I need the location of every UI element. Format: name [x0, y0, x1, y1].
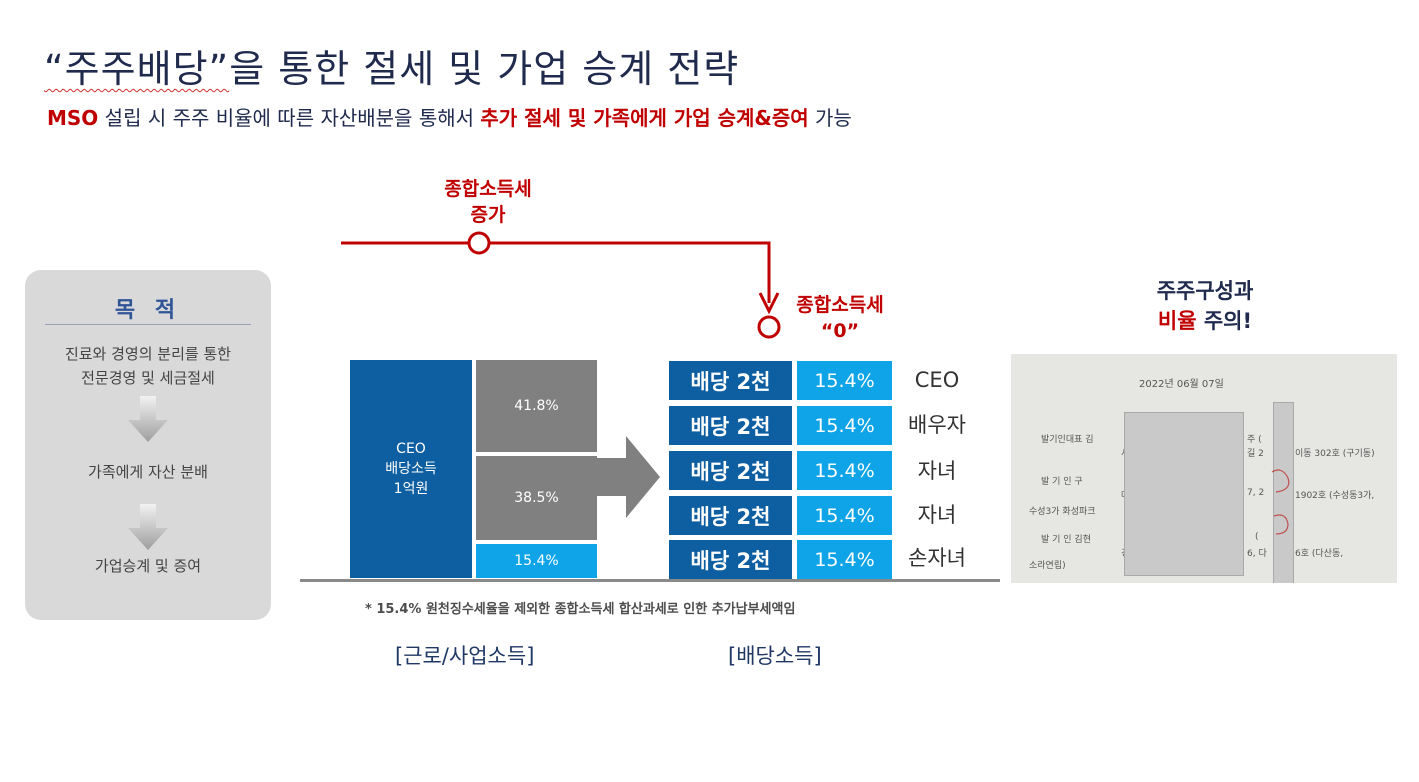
tax-flow-line — [341, 231, 781, 339]
doc-text: 이동 302호 (구기동) — [1295, 449, 1375, 459]
ceo-bar-line1: CEO — [396, 441, 426, 457]
doc-text: 발기인대표 김 — [1041, 435, 1094, 445]
tax-increase-line2: 증가 — [470, 204, 506, 226]
doc-text: 6, 다 — [1247, 549, 1267, 559]
purpose-panel: 목 적 진료와 경영의 분리를 통한 전문경영 및 세금절세 가족에게 자산 분… — [25, 270, 271, 620]
baseline-divider — [300, 579, 1000, 582]
tax-segment: 15.4% — [476, 544, 597, 578]
note-line1: 주주구성과 — [1156, 279, 1254, 303]
doc-text: 1902호 (수성동3가, — [1295, 491, 1375, 501]
seal-mark-icon — [1271, 469, 1290, 535]
redaction-block — [1124, 412, 1244, 576]
page-title: “주주배당”을 통한 절세 및 가업 승계 전략 — [44, 38, 739, 93]
dividend-amount: 배당 2천 — [669, 540, 792, 579]
subtitle-middle: 설립 시 주주 비율에 따른 자산배분을 통해서 — [98, 106, 481, 130]
ceo-bar-line2: 배당소득 — [385, 461, 437, 477]
doc-text: 주 ( — [1247, 435, 1262, 445]
note-line2: 비율 주의! — [1100, 306, 1310, 336]
note-rest: 주의! — [1196, 309, 1253, 333]
title-rest: 을 통한 절세 및 가업 승계 전략 — [229, 47, 740, 91]
label-dividend-income: [배당소득] — [728, 644, 822, 668]
doc-text: 발 기 인 김현 — [1041, 535, 1091, 545]
purpose-step-1-line1: 진료와 경영의 분리를 통한 — [64, 345, 232, 363]
redaction-block — [1273, 402, 1294, 583]
purpose-step-1: 진료와 경영의 분리를 통한 전문경영 및 세금절세 — [25, 342, 271, 390]
purpose-title: 목 적 — [114, 298, 182, 323]
dividend-rate: 15.4% — [797, 451, 892, 490]
note-red: 비율 — [1157, 309, 1197, 333]
dividend-amount: 배당 2천 — [669, 451, 792, 490]
purpose-step-3: 가업승계 및 증여 — [94, 557, 202, 575]
doc-text: 발 기 인 구 — [1041, 477, 1083, 487]
tax-increase-line1: 종합소득세 — [444, 178, 532, 200]
subtitle-end: 가능 — [808, 106, 852, 130]
doc-text: 소라연립) — [1029, 561, 1066, 571]
dividend-amount: 배당 2천 — [669, 496, 792, 535]
tax-zero-line1: 종합소득세 — [796, 294, 884, 316]
tax-segment: 41.8% — [476, 360, 597, 452]
dividend-rate: 15.4% — [797, 406, 892, 445]
dividend-amount: 배당 2천 — [669, 406, 792, 445]
ceo-dividend-bar: CEO 배당소득 1억원 — [350, 360, 472, 578]
subtitle-mso: MSO — [47, 106, 99, 130]
dividend-amount: 배당 2천 — [669, 361, 792, 400]
subtitle-highlight: 추가 절세 및 가족에게 가업 승계&증여 — [480, 106, 809, 130]
doc-text: 7, 2 — [1247, 488, 1265, 498]
dividend-person: 자녀 — [917, 502, 957, 527]
dividend-person: 자녀 — [917, 458, 957, 483]
doc-text: ( — [1255, 532, 1259, 542]
dividend-rate: 15.4% — [797, 540, 892, 579]
tax-zero-line2: “0” — [820, 320, 860, 342]
page-subtitle: MSO 설립 시 주주 비율에 따른 자산배분을 통해서 추가 절세 및 가족에… — [47, 102, 852, 131]
down-arrow-icon — [128, 504, 168, 550]
doc-text: 수성3가 화성파크 — [1029, 507, 1096, 517]
purpose-step-1-line2: 전문경영 및 세금절세 — [81, 369, 215, 387]
purpose-step-2: 가족에게 자산 분배 — [88, 463, 208, 481]
purpose-divider — [45, 324, 251, 325]
down-arrow-icon — [128, 396, 168, 442]
right-arrow-icon — [596, 436, 660, 518]
tax-increase-label: 종합소득세 증가 — [418, 176, 558, 228]
doc-text: 길 2 — [1247, 449, 1264, 459]
title-quoted: “주주배당” — [44, 47, 230, 91]
dividend-rate: 15.4% — [797, 496, 892, 535]
ceo-bar-line3: 1억원 — [393, 481, 429, 497]
doc-date: 2022년 06월 07일 — [1139, 379, 1224, 390]
dividend-person: 배우자 — [908, 412, 966, 437]
footnote: * 15.4% 원천징수세율을 제외한 종합소득세 합산과세로 인한 추가납부세… — [365, 602, 796, 617]
shareholder-note: 주주구성과 비율 주의! — [1100, 276, 1310, 336]
document-photo: 2022년 06월 07일 발기인대표 김 서 주 ( 길 2 이동 302호 … — [1011, 354, 1397, 583]
dividend-rate: 15.4% — [797, 361, 892, 400]
tax-segment: 38.5% — [476, 456, 597, 540]
tax-zero-label: 종합소득세 “0” — [770, 292, 910, 344]
dividend-person: 손자녀 — [908, 545, 966, 570]
label-work-income: [근로/사업소득] — [395, 644, 535, 668]
doc-text: 6호 (다산동, — [1295, 549, 1344, 559]
dividend-person: CEO — [914, 367, 960, 392]
